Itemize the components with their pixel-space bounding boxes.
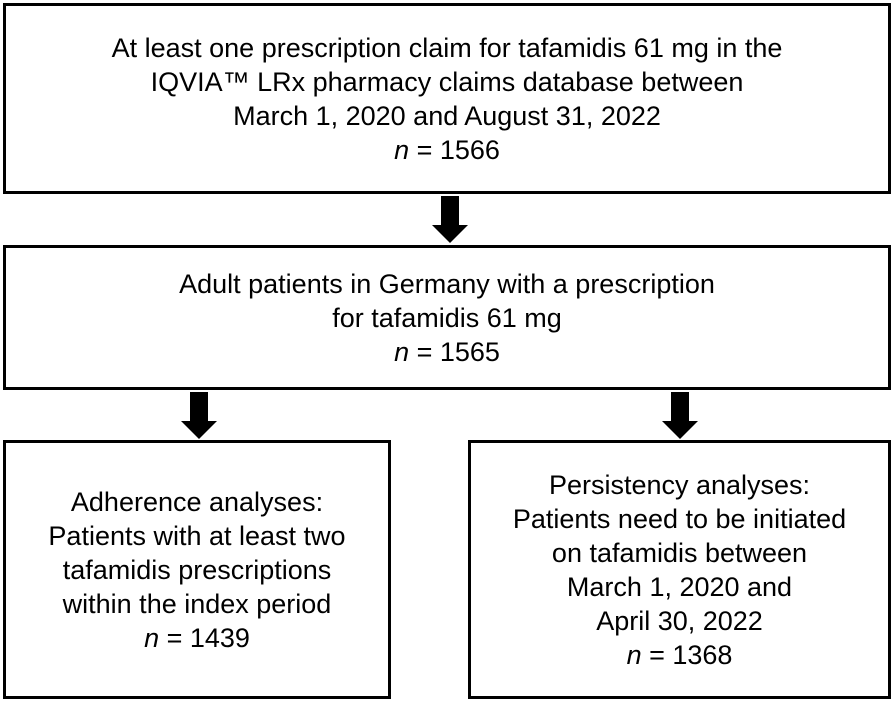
- box-left-count-value: = 1439: [159, 622, 250, 653]
- box-right-count: n = 1368: [627, 638, 733, 672]
- box-left-line-2: Patients with at least two: [48, 520, 346, 551]
- box-persistency-analyses: Persistency analyses: Patients need to b…: [468, 440, 891, 699]
- box-right-line-1: Persistency analyses:: [548, 469, 811, 500]
- box-right-line-3: on tafamidis between: [551, 537, 808, 568]
- n-variable: n: [144, 622, 160, 653]
- arrow-middle-to-left: [181, 392, 217, 439]
- box-left-line-4: within the index period: [62, 588, 332, 619]
- box-left-count: n = 1439: [144, 621, 250, 655]
- box-left-line-3: tafamidis prescriptions: [62, 554, 332, 585]
- box-top-line-2: IQVIA™ LRx pharmacy claims database betw…: [150, 66, 744, 97]
- box-mid-line-1: Adult patients in Germany with a prescri…: [179, 268, 715, 299]
- n-variable: n: [626, 639, 642, 670]
- box-left-line-1: Adherence analyses:: [70, 486, 324, 517]
- box-mid-count-value: = 1565: [409, 336, 500, 367]
- box-mid-line-2: for tafamidis 61 mg: [332, 302, 562, 333]
- box-right-line-4: March 1, 2020 and: [566, 571, 793, 602]
- box-top-count-value: = 1566: [409, 134, 500, 165]
- box-adherence-analyses: Adherence analyses: Patients with at lea…: [3, 440, 391, 699]
- box-right-line-2: Patients need to be initiated: [512, 503, 847, 534]
- box-top-count: n = 1566: [394, 133, 500, 167]
- box-right-count-value: = 1368: [641, 639, 733, 670]
- box-right-line-5: April 30, 2022: [596, 605, 763, 636]
- box-top-line-1: At least one prescription claim for tafa…: [111, 32, 783, 63]
- n-variable: n: [394, 134, 410, 165]
- box-prescription-claims: At least one prescription claim for tafa…: [3, 3, 891, 194]
- arrow-middle-to-right: [662, 392, 698, 439]
- n-variable: n: [394, 336, 410, 367]
- box-top-line-3: March 1, 2020 and August 31, 2022: [233, 100, 661, 131]
- box-mid-count: n = 1565: [394, 335, 500, 369]
- box-adult-patients-germany: Adult patients in Germany with a prescri…: [3, 245, 891, 390]
- arrow-top-to-middle: [432, 196, 468, 243]
